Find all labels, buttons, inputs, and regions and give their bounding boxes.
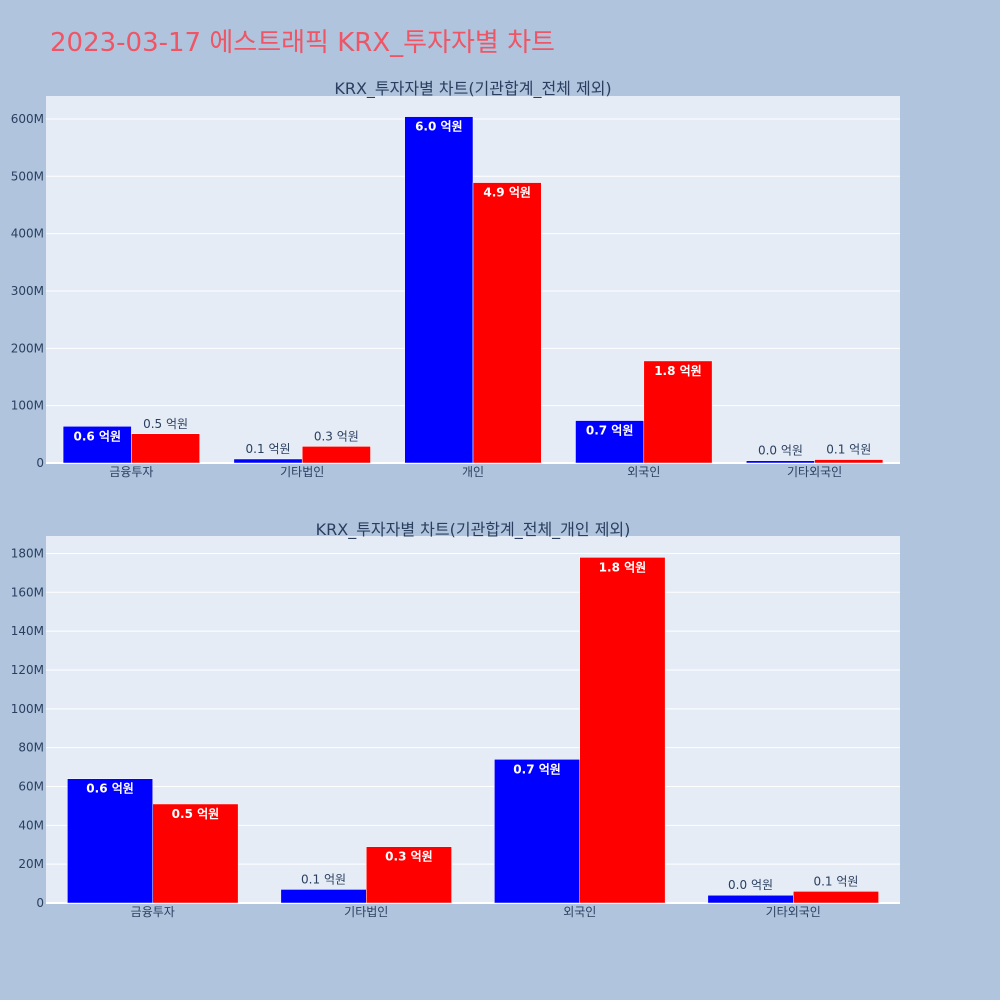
data-label: 0.7 억원 — [513, 762, 561, 776]
chart-panel-2: KRX_투자자별 차트(기관합계_전체_개인 제외) 0 20M 40M 60M 80M 1… — [11, 520, 900, 919]
bar[interactable] — [575, 420, 645, 464]
data-label: 0.1 억원 — [826, 443, 871, 457]
x-tick-label: 금융투자 — [109, 465, 153, 479]
y-tick-label: 120M — [11, 663, 44, 677]
y-tick-label: 80M — [18, 741, 44, 755]
data-label: 1.8 억원 — [654, 364, 702, 378]
data-label: 1.8 억원 — [599, 560, 647, 574]
y-tick-label: 180M — [11, 546, 44, 560]
x-tick-label: 기타법인 — [344, 905, 388, 919]
bar[interactable] — [404, 116, 474, 464]
bar[interactable] — [67, 778, 153, 904]
data-label: 0.5 억원 — [143, 417, 188, 431]
chart-panel-1: KRX_투자자별 차트(기관합계_전체 제외) 0 100M 200M 300M 400M… — [11, 79, 900, 479]
bar[interactable] — [643, 360, 713, 464]
data-label: 0.0 억원 — [728, 878, 773, 892]
data-label: 0.1 억원 — [813, 874, 858, 888]
bar[interactable] — [366, 846, 452, 904]
data-label: 0.6 억원 — [86, 782, 134, 796]
bar[interactable] — [301, 446, 371, 464]
y-tick-label: 200M — [11, 341, 44, 355]
chart-title: KRX_투자자별 차트(기관합계_전체_개인 제외) — [316, 520, 631, 540]
data-label: 0.0 억원 — [758, 444, 803, 458]
data-label: 0.3 억원 — [385, 850, 433, 864]
y-tick-label: 40M — [18, 818, 44, 832]
data-label: 0.6 억원 — [73, 429, 121, 443]
y-tick-label: 100M — [11, 399, 44, 413]
bar[interactable] — [233, 458, 303, 464]
y-tick-label: 160M — [11, 585, 44, 599]
bar[interactable] — [494, 759, 581, 904]
bar[interactable] — [472, 182, 542, 464]
bar[interactable] — [131, 433, 200, 464]
data-label: 4.9 억원 — [483, 186, 531, 200]
x-tick-label: 외국인 — [563, 905, 596, 919]
bar[interactable] — [746, 460, 815, 464]
y-tick-label: 500M — [11, 169, 44, 183]
x-tick-label: 기타외국인 — [766, 905, 821, 919]
bar[interactable] — [707, 894, 794, 904]
data-label: 0.1 억원 — [301, 872, 346, 886]
y-tick-label: 0 — [36, 896, 44, 910]
bar[interactable] — [62, 426, 132, 464]
x-tick-label: 기타법인 — [280, 465, 324, 479]
data-label: 0.7 억원 — [586, 424, 634, 438]
x-tick-label: 개인 — [462, 465, 484, 479]
x-tick-label: 금융투자 — [131, 905, 175, 919]
y-tick-label: 600M — [11, 112, 44, 126]
y-tick-label: 60M — [18, 779, 44, 793]
bar[interactable] — [814, 459, 884, 464]
y-tick-label: 0 — [36, 456, 44, 470]
bar[interactable] — [280, 889, 367, 904]
data-label: 0.5 억원 — [172, 807, 220, 821]
data-label: 6.0 억원 — [415, 120, 463, 134]
page-title: 2023-03-17 에스트래픽 KRX_투자자별 차트 — [50, 28, 555, 58]
data-label: 0.1 억원 — [246, 442, 291, 456]
data-label: 0.3 억원 — [314, 429, 359, 443]
bar[interactable] — [793, 891, 879, 904]
y-tick-label: 100M — [11, 702, 44, 716]
y-tick-label: 300M — [11, 284, 44, 298]
x-tick-label: 기타외국인 — [787, 465, 842, 479]
bar[interactable] — [579, 557, 666, 904]
y-tick-label: 20M — [18, 857, 44, 871]
bar[interactable] — [152, 803, 239, 904]
y-tick-label: 400M — [11, 227, 44, 241]
x-tick-label: 외국인 — [627, 465, 660, 479]
chart-title: KRX_투자자별 차트(기관합계_전체 제외) — [334, 79, 611, 99]
y-tick-label: 140M — [11, 624, 44, 638]
